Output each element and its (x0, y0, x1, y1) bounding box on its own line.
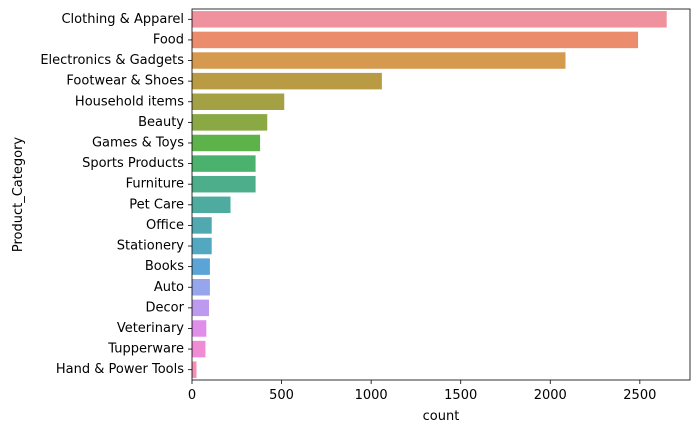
x-tick-label-5: 2500 (623, 388, 656, 403)
y-tick-label-8: Furniture (126, 177, 184, 192)
y-tick-label-15: Veterinary (117, 321, 184, 336)
bar-3 (192, 72, 382, 90)
y-tick-label-12: Books (145, 259, 184, 274)
bar-2 (192, 52, 566, 69)
y-tick-label-0: Clothing & Apparel (61, 12, 184, 27)
bar-15 (192, 320, 207, 337)
axes-layer (191, 8, 691, 381)
y-tick-label-7: Sports Products (82, 156, 184, 171)
y-tick-label-9: Pet Care (129, 197, 184, 212)
bar-12 (192, 258, 210, 275)
y-axis-label: Product_Category (11, 137, 26, 253)
y-tick-label-14: Decor (146, 300, 185, 315)
x-tick-label-1: 500 (269, 388, 294, 403)
y-tick-label-1: Food (153, 32, 184, 47)
x-tick-label-4: 2000 (534, 388, 567, 403)
x-tick-label-0: 0 (188, 388, 196, 403)
y-tick-label-4: Household items (75, 94, 184, 109)
x-axis-label: count (423, 409, 460, 424)
bar-14 (192, 299, 210, 317)
y-tick-label-10: Office (146, 218, 184, 233)
bar-4 (192, 93, 285, 110)
x-tick-label-2: 1000 (355, 388, 388, 403)
bar-5 (192, 114, 268, 131)
bar-10 (192, 217, 212, 234)
y-tick-label-13: Auto (154, 280, 184, 295)
bar-11 (192, 237, 212, 255)
y-tick-label-5: Beauty (138, 115, 184, 130)
y-tick-label-11: Stationery (117, 239, 185, 254)
y-tick-label-17: Hand & Power Tools (56, 362, 184, 377)
bar-13 (192, 279, 210, 296)
bar-8 (192, 175, 256, 193)
bar-1 (192, 31, 639, 49)
y-tick-label-6: Games & Toys (92, 135, 184, 150)
bar-16 (192, 340, 206, 358)
plot-frame (191, 8, 691, 381)
bar-17 (192, 361, 197, 378)
y-tick-label-3: Footwear & Shoes (66, 74, 184, 89)
y-tick-label-16: Tupperware (107, 342, 184, 357)
y-tick-label-2: Electronics & Gadgets (40, 53, 184, 68)
bar-6 (192, 134, 261, 152)
x-tick-label-3: 1500 (444, 388, 477, 403)
ticks-layer: Clothing & Apparel Food Electronics & Gadg… (40, 12, 656, 403)
bar-0 (192, 11, 667, 28)
bar-9 (192, 196, 231, 214)
bars-layer (192, 11, 667, 378)
bar-7 (192, 155, 256, 172)
